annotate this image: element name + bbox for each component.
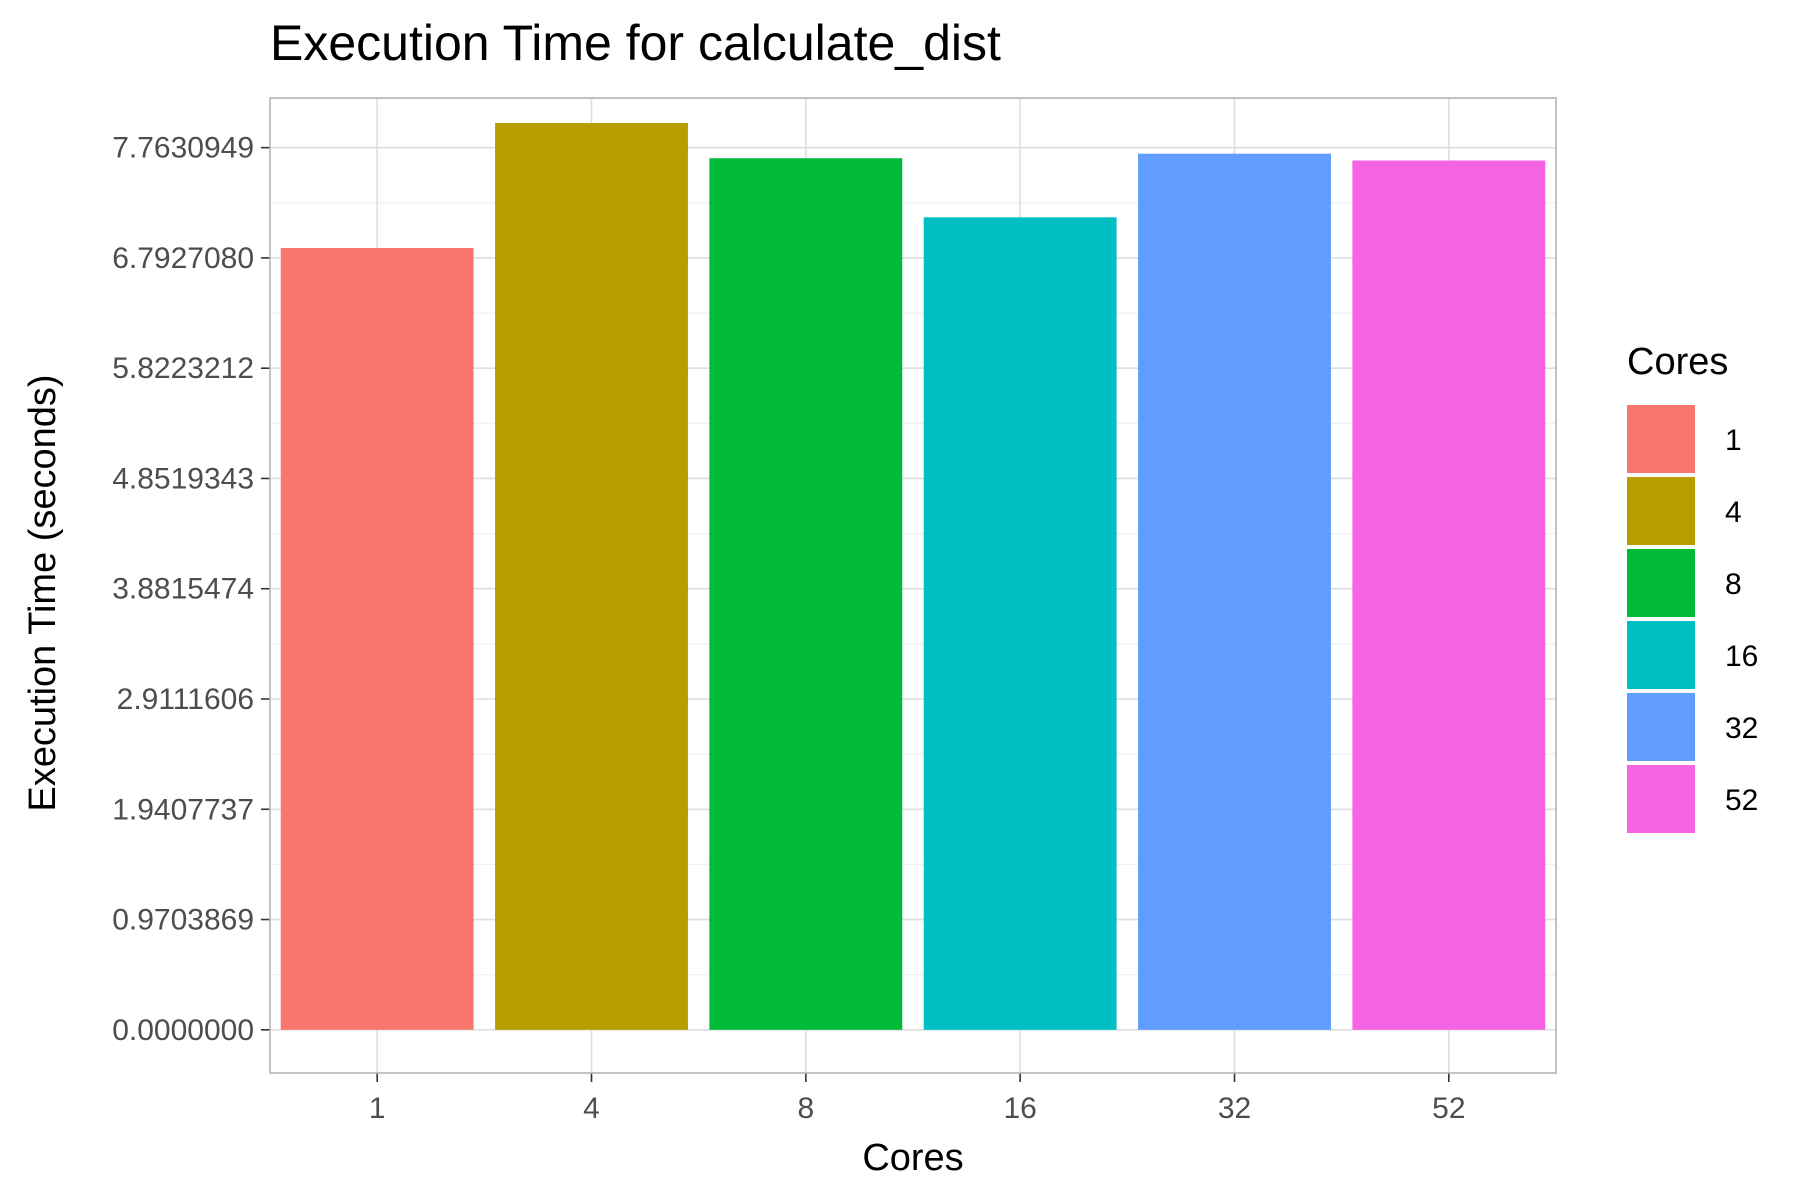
legend-label: 16 [1725, 640, 1758, 673]
legend-key-1 [1627, 405, 1695, 473]
bar-cores-32 [1138, 153, 1331, 1030]
chart-title: Execution Time for calculate_dist [270, 15, 1001, 71]
y-tick-label: 0.9703869 [112, 904, 254, 937]
legend-label: 1 [1725, 424, 1742, 457]
y-tick-label: 5.8223212 [112, 352, 254, 385]
x-tick-label: 52 [1432, 1092, 1465, 1125]
legend: 1 4 8 16 32 52 [1627, 405, 1758, 833]
bar-cores-1 [280, 248, 474, 1030]
legend-label: 4 [1725, 496, 1742, 529]
legend-key-16 [1627, 621, 1695, 689]
bar-cores-4 [495, 123, 688, 1030]
panel-border [269, 97, 1557, 1074]
y-axis: 0.0000000 0.9703869 1.9407737 2.9111606 3.88… [112, 132, 270, 1047]
bar-cores-16 [923, 217, 1117, 1030]
y-tick-label: 0.0000000 [112, 1014, 254, 1047]
x-tick-label: 8 [797, 1092, 814, 1125]
x-tick-label: 16 [1003, 1092, 1036, 1125]
y-tick-label: 6.7927080 [112, 242, 254, 275]
legend-key-32 [1627, 693, 1695, 761]
y-axis-title: Execution Time (seconds) [22, 374, 64, 811]
y-tick-label: 2.9111606 [117, 683, 254, 716]
legend-label: 8 [1725, 568, 1742, 601]
y-tick-label: 1.9407737 [112, 793, 254, 826]
legend-key-8 [1627, 549, 1695, 617]
legend-label: 32 [1725, 712, 1758, 745]
legend-key-52 [1627, 765, 1695, 833]
y-tick-label: 3.8815474 [112, 573, 254, 606]
y-tick-label: 4.8519343 [112, 462, 254, 495]
x-tick-label: 1 [369, 1092, 386, 1125]
legend-title: Cores [1627, 341, 1728, 383]
bar-cores-52 [1352, 160, 1546, 1030]
bar-cores-8 [709, 158, 903, 1030]
y-tick-label: 7.7630949 [112, 132, 254, 165]
legend-label: 52 [1725, 784, 1758, 817]
bars [280, 123, 1546, 1030]
x-tick-label: 4 [583, 1092, 600, 1125]
x-tick-label: 32 [1218, 1092, 1251, 1125]
x-axis: 1 4 8 16 32 52 [369, 1073, 1466, 1125]
legend-key-4 [1627, 477, 1695, 545]
x-axis-title: Cores [862, 1137, 963, 1179]
